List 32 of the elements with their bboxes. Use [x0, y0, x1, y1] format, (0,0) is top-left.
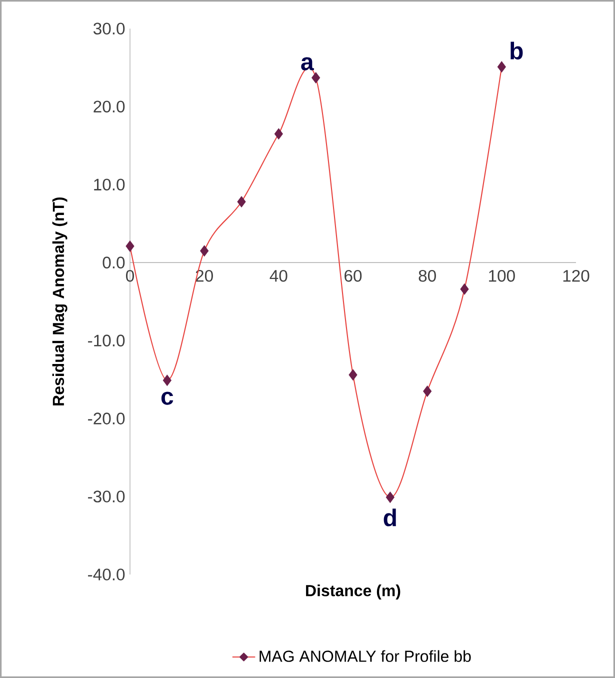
point	[386, 492, 394, 503]
point	[200, 245, 209, 256]
point	[348, 369, 358, 380]
y-tick-label: -20.0	[88, 412, 125, 424]
point	[274, 128, 283, 140]
legend-label: MAG ANOMALY for Profile bb	[260, 650, 471, 662]
y-tick-label: 20.0	[94, 100, 125, 112]
point	[162, 374, 172, 386]
x-tick-label: 60	[344, 270, 362, 282]
point	[460, 283, 469, 295]
x-tick-label: 40	[270, 270, 288, 282]
x-tick-label: 0	[126, 270, 134, 282]
x-tick-label: 120	[563, 270, 590, 282]
annotation: b	[510, 42, 523, 60]
point	[497, 61, 506, 72]
x-tick-label: 80	[418, 270, 436, 282]
y-tick-label: -10.0	[88, 334, 125, 346]
y-tick-label: -40.0	[88, 568, 125, 580]
point	[237, 196, 246, 208]
annotation: d	[384, 508, 396, 526]
y-axis-title: Residual Mag Anomaly (nT)	[52, 197, 68, 406]
point	[312, 72, 320, 84]
point	[126, 240, 134, 252]
y-tick-label: 0.0	[102, 256, 125, 268]
y-tick-label: 10.0	[94, 178, 125, 190]
x-tick-label: 100	[489, 270, 515, 282]
x-axis-title: Distance (m)	[306, 584, 400, 600]
y-tick-label: 30.0	[93, 22, 125, 35]
point	[423, 386, 432, 397]
annotation: a	[301, 57, 314, 70]
y-tick-label: -30.0	[88, 490, 125, 502]
annotation: c	[161, 392, 174, 405]
